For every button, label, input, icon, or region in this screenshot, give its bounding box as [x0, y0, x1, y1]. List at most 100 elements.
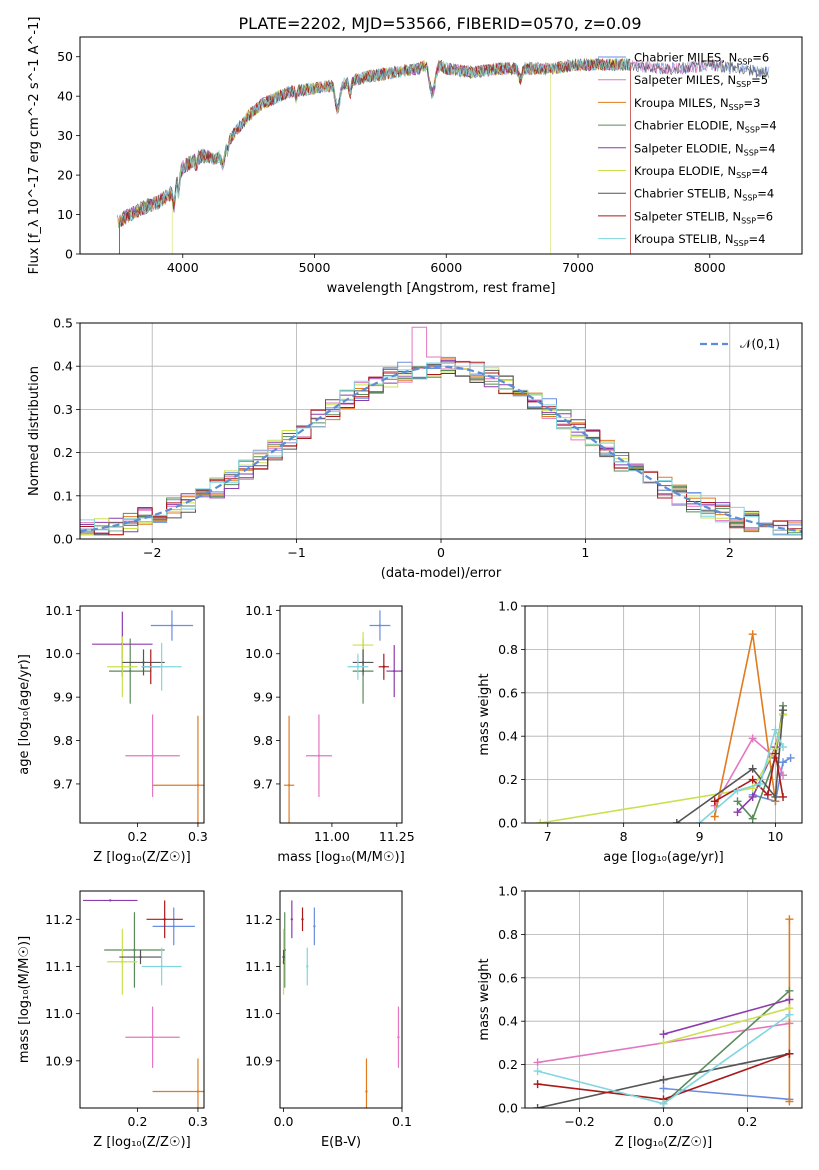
legend-label-sub: SSP: [741, 216, 756, 225]
data-point: [301, 918, 304, 921]
data-point: [290, 918, 294, 921]
legend: Chabrier MILES, NSSP=6 Salpeter MILES, NS…: [598, 51, 777, 248]
series-marker: [756, 779, 765, 788]
plot-area: [116, 57, 770, 254]
data-point: [378, 624, 382, 627]
y-axis-label: mass [log₁₀(M/M☉)]: [17, 936, 32, 1063]
x-tick-label: 0.1: [392, 1114, 412, 1129]
legend-label: Kroupa MILES, NSSP=3: [634, 96, 760, 112]
y-tick-label: 9.8: [253, 733, 273, 748]
series-marker: [779, 706, 788, 715]
series-marker: [771, 725, 780, 734]
data-point: [306, 965, 309, 968]
y-tick-label: 11.2: [245, 912, 273, 927]
legend-label-rest: =4: [749, 232, 766, 246]
data-point: [196, 1090, 200, 1093]
data-point: [151, 1036, 154, 1039]
y-tick-label: 0: [65, 247, 73, 262]
y-tick-label: 0.3: [53, 402, 73, 417]
spectrum-line-kroupa-stelib: [119, 57, 631, 225]
data-point: [109, 899, 112, 902]
series-marker: [672, 819, 681, 823]
series-marker: [733, 786, 742, 795]
x-axis-label: Z [log₁₀(Z/Z☉)]: [93, 1135, 190, 1150]
legend-label-sub: SSP: [742, 194, 757, 203]
y-tick-label: 20: [57, 168, 73, 183]
x-axis-label: E(B-V): [321, 1135, 361, 1150]
plot-area: [80, 326, 802, 536]
plot-area: [283, 610, 402, 823]
series-marker: [659, 1099, 668, 1108]
series-marker: [659, 1030, 668, 1039]
y-tick-label: 40: [57, 89, 73, 104]
y-tick-label: 0.2: [498, 1057, 518, 1072]
x-tick-label: 0.0: [274, 1114, 294, 1129]
series-marker: [785, 1097, 794, 1106]
legend-label-sub: SSP: [736, 80, 751, 89]
legend-label-sub: SSP: [729, 103, 744, 112]
y-tick-label: 0.0: [498, 1101, 518, 1116]
y-tick-label: 1.0: [498, 884, 518, 899]
panel-age_vs_Z: 0.2 0.3 9.7 9.8 9.9 10.0 10.1 Z [log₁₀(Z/Z☉)] ag…: [17, 603, 208, 865]
legend-label-rest: =6: [756, 209, 773, 223]
legend-label: 𝒩(0,1): [740, 337, 780, 351]
legend-label-rest: =5: [751, 73, 768, 87]
legend-label-sub: SSP: [737, 58, 752, 67]
series-marker: [785, 995, 794, 1004]
series-marker: [659, 1038, 668, 1047]
y-tick-label: 0.0: [53, 532, 73, 547]
plot-area: [83, 899, 204, 1108]
y-axis-label: Flux [f_λ 10^-17 erg cm^-2 s^-1 A^-1]: [27, 17, 42, 275]
series-marker: [659, 1075, 668, 1084]
series-marker: [695, 819, 704, 823]
y-tick-label: 0.4: [498, 1014, 518, 1029]
series-marker: [779, 771, 788, 780]
y-tick-label: 0.8: [498, 927, 518, 942]
y-tick-label: 11.1: [45, 959, 73, 974]
series-marker: [785, 1010, 794, 1019]
y-tick-label: 1.0: [498, 599, 518, 614]
panel-weight_vs_age: 7 8 9 10 0.0 0.2 0.4 0.6 0.8 1.0 age [log₁₀(age/yr…: [477, 599, 803, 865]
series-marker: [710, 812, 719, 821]
series-marker: [785, 915, 794, 924]
data-point: [160, 965, 163, 968]
y-tick-label: 11.0: [45, 1006, 73, 1021]
x-tick-label: 7000: [562, 260, 594, 275]
legend-label-sub: SSP: [736, 171, 751, 180]
x-tick-label: 9: [696, 829, 704, 844]
series-marker: [771, 792, 780, 801]
y-tick-label: 0.4: [53, 359, 73, 374]
x-tick-label: 6000: [430, 260, 462, 275]
series-marker: [785, 986, 794, 995]
spectrum-line-chabrier-elodie: [119, 58, 631, 227]
spectrum-line-salpeter-elodie: [119, 58, 631, 227]
legend-label-rest: =4: [757, 187, 774, 201]
legend-label-sub: SSP: [744, 148, 759, 157]
data-point: [121, 665, 124, 668]
axes-frame: [279, 890, 403, 1109]
data-point: [361, 643, 365, 647]
series-marker: [733, 808, 742, 817]
plot-area: [282, 900, 400, 1108]
x-tick-label: 10: [767, 829, 783, 844]
legend-label: Salpeter MILES, NSSP=5: [634, 73, 768, 89]
y-tick-label: 0.1: [53, 488, 73, 503]
y-tick-label: 10: [57, 207, 73, 222]
y-tick-label: 0.0: [498, 816, 518, 831]
histogram-kroupa-stelib: [80, 362, 802, 536]
axes-frame: [79, 36, 803, 255]
series-line-chabrier-miles: [663, 1087, 790, 1101]
y-tick-label: 0.2: [498, 772, 518, 787]
y-tick-label: 11.0: [245, 1006, 273, 1021]
y-tick-label: 0.6: [498, 685, 518, 700]
data-point: [393, 669, 396, 673]
data-point: [172, 925, 175, 928]
x-tick-label: 0.2: [737, 1114, 757, 1129]
series-marker: [786, 753, 795, 762]
series-marker: [748, 814, 757, 823]
histogram-chabrier-stelib: [80, 361, 802, 536]
legend-label: Kroupa ELODIE, NSSP=4: [634, 164, 768, 180]
series-line-chabrier-elodie: [662, 990, 790, 1105]
series-marker: [533, 1058, 542, 1067]
